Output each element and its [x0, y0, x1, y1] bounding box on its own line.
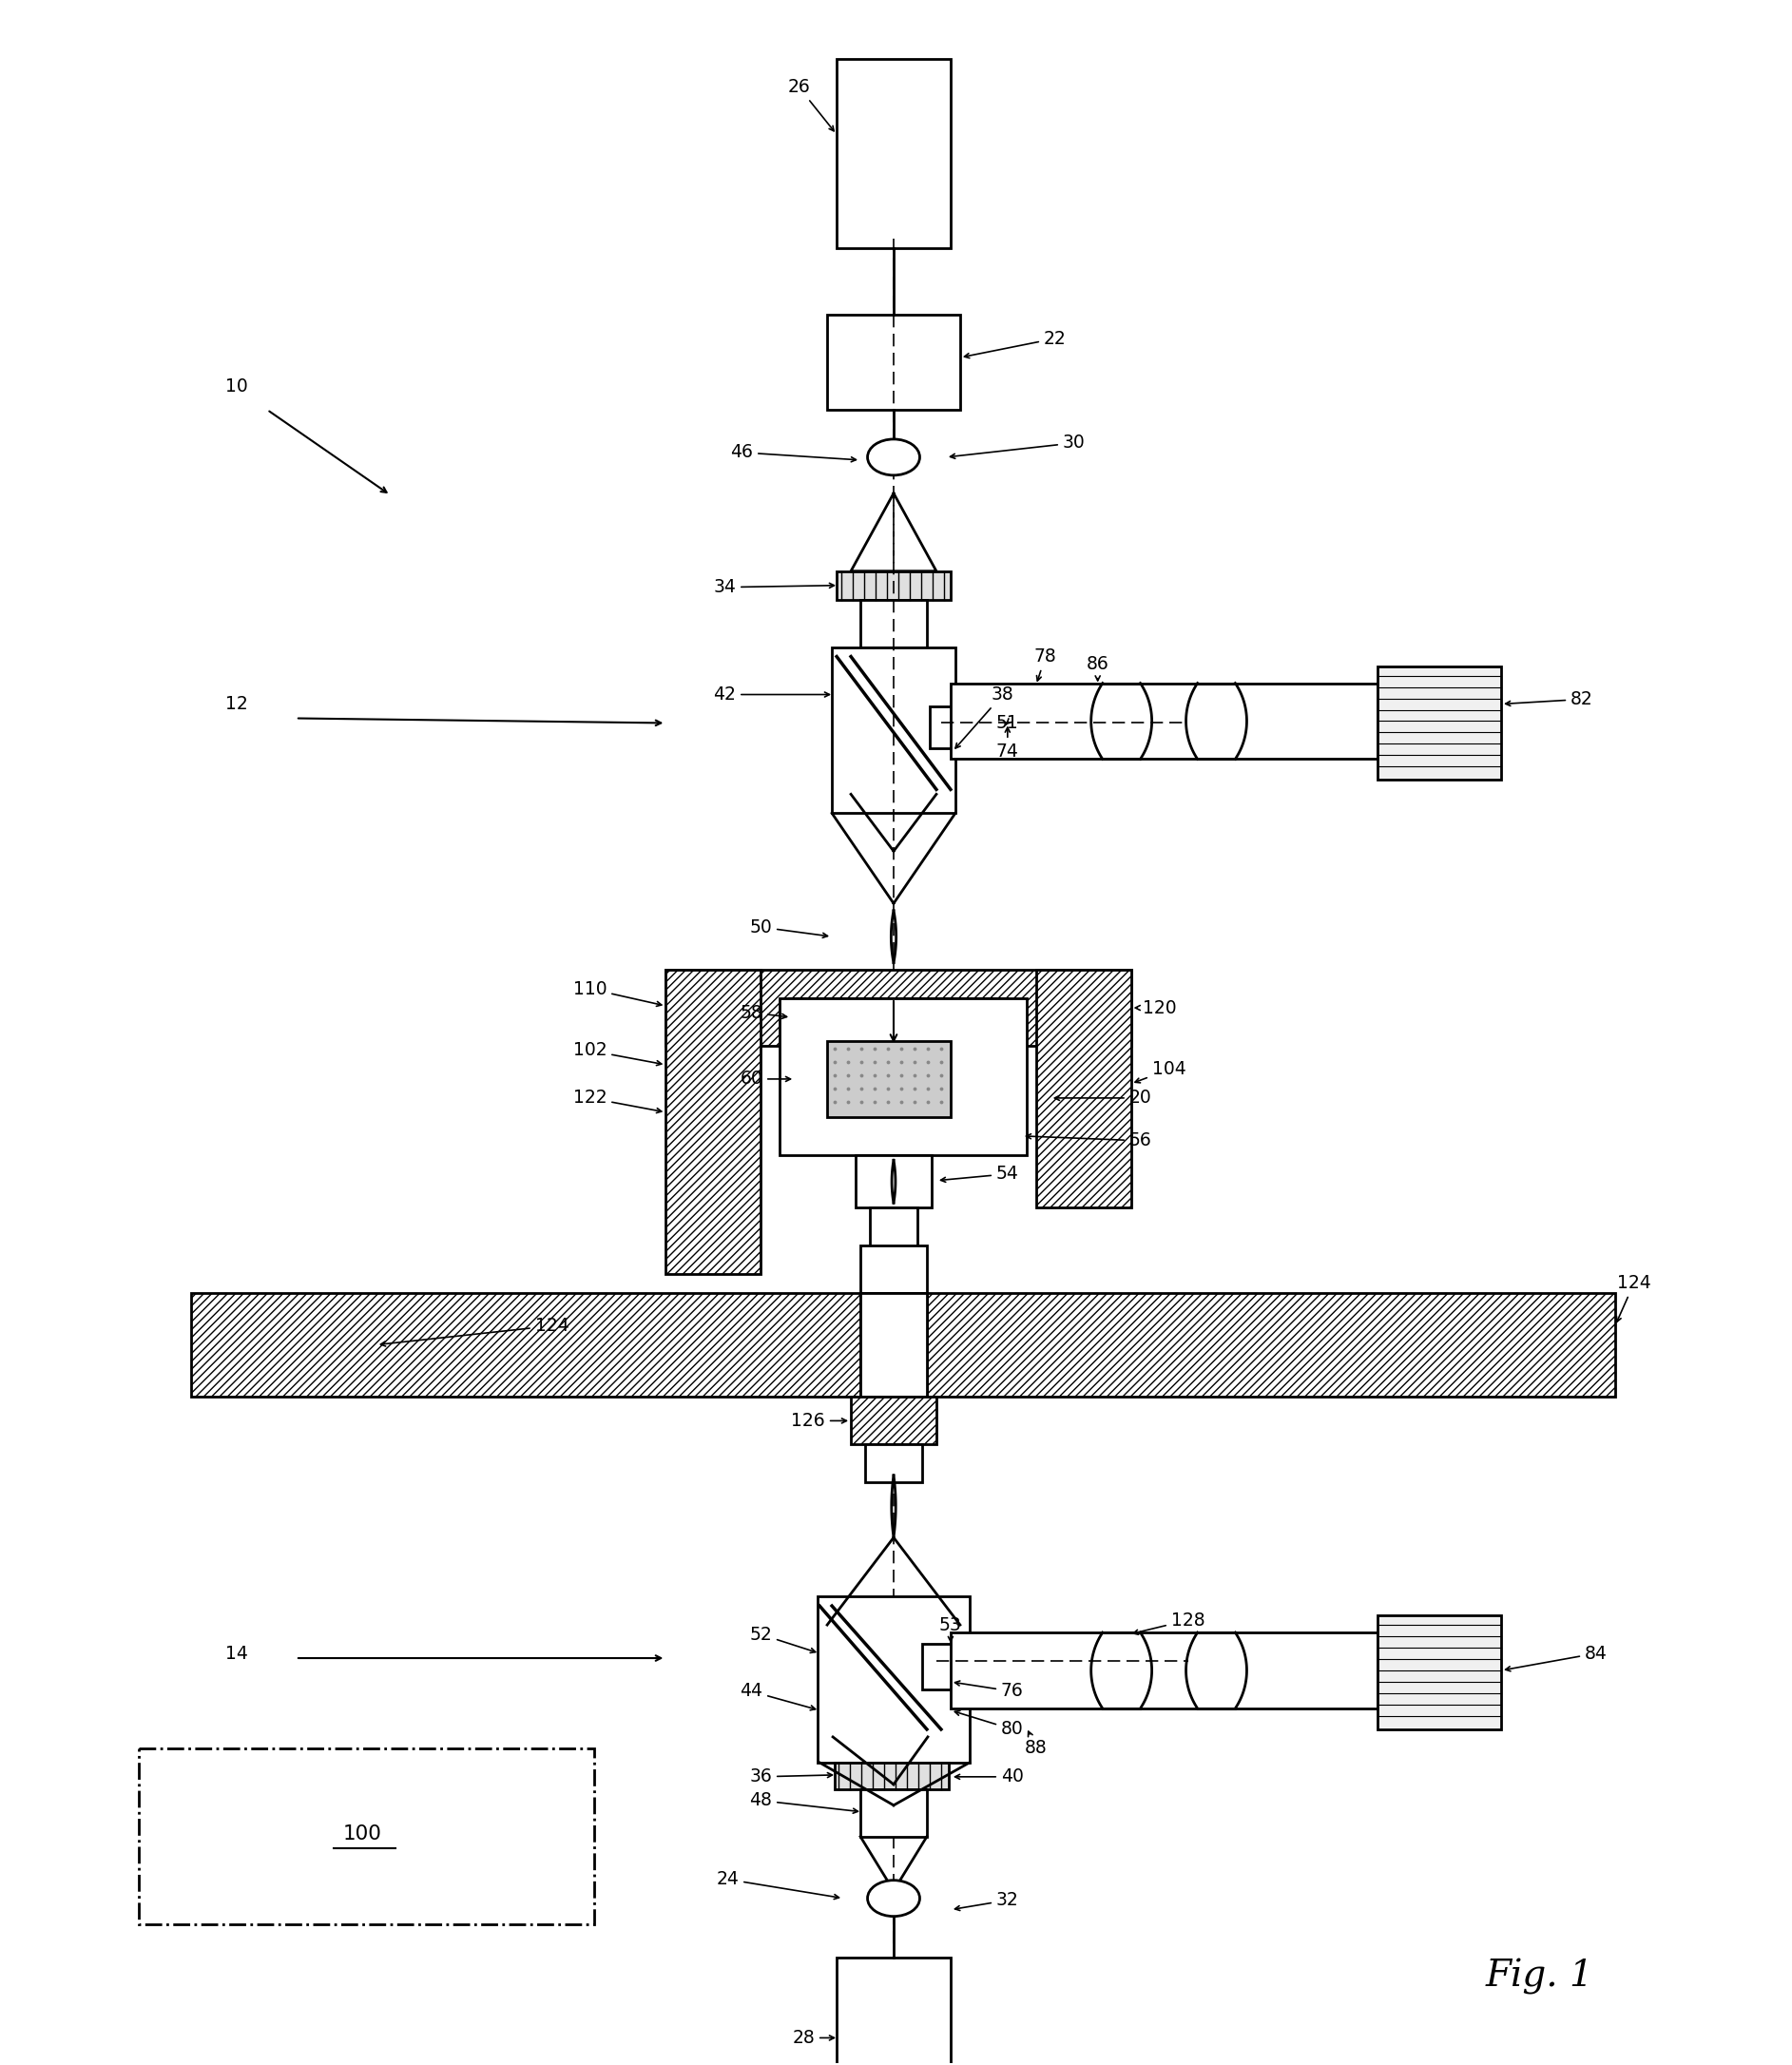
- Text: 51: 51: [996, 714, 1020, 733]
- Text: 74: 74: [996, 727, 1020, 760]
- Bar: [780, 997, 1027, 1154]
- Bar: [837, 58, 950, 248]
- Text: 48: 48: [749, 1792, 858, 1813]
- Bar: [837, 1958, 950, 2065]
- Bar: [930, 706, 1005, 750]
- Text: 28: 28: [792, 2028, 833, 2046]
- Text: 30: 30: [950, 434, 1086, 458]
- Bar: [140, 1749, 595, 1925]
- Bar: [869, 1208, 918, 1264]
- Ellipse shape: [867, 440, 919, 475]
- Text: 126: 126: [792, 1412, 846, 1429]
- Bar: [860, 1788, 926, 1836]
- Bar: [192, 1293, 1615, 1398]
- Bar: [860, 1293, 926, 1398]
- Bar: [866, 1446, 923, 1483]
- Bar: [1036, 971, 1131, 1208]
- Text: 76: 76: [955, 1681, 1023, 1699]
- Bar: [796, 1041, 849, 1117]
- Text: 84: 84: [1505, 1644, 1607, 1671]
- Bar: [788, 1117, 1007, 1150]
- Text: 53: 53: [939, 1615, 962, 1642]
- Text: 88: 88: [1025, 1730, 1047, 1757]
- Text: 24: 24: [717, 1871, 839, 1900]
- Bar: [1378, 1615, 1502, 1728]
- Text: 44: 44: [740, 1683, 815, 1710]
- Bar: [837, 572, 950, 599]
- Bar: [950, 1041, 1004, 1117]
- Text: 32: 32: [955, 1892, 1020, 1910]
- Bar: [860, 1293, 926, 1398]
- Bar: [828, 1041, 950, 1117]
- Text: 52: 52: [749, 1625, 815, 1652]
- Text: 42: 42: [713, 686, 830, 704]
- Text: 86: 86: [1086, 655, 1109, 681]
- Text: 26: 26: [787, 78, 833, 130]
- Bar: [855, 1154, 932, 1208]
- Bar: [860, 1245, 926, 1293]
- Text: 14: 14: [226, 1644, 247, 1662]
- Text: 58: 58: [740, 1004, 787, 1022]
- Text: 10: 10: [226, 378, 247, 394]
- Text: 56: 56: [1027, 1132, 1152, 1150]
- Bar: [1378, 667, 1502, 781]
- Text: 36: 36: [749, 1768, 831, 1786]
- Bar: [817, 1596, 969, 1764]
- Bar: [835, 1764, 948, 1788]
- Text: 104: 104: [1134, 1061, 1186, 1082]
- Bar: [831, 646, 955, 814]
- Text: 40: 40: [955, 1768, 1023, 1786]
- Text: 122: 122: [573, 1088, 661, 1113]
- Text: 128: 128: [1133, 1611, 1204, 1635]
- Bar: [950, 1633, 1378, 1708]
- Bar: [860, 599, 926, 646]
- Ellipse shape: [867, 1881, 919, 1916]
- Bar: [950, 684, 1378, 760]
- Bar: [788, 997, 1007, 1041]
- Bar: [667, 971, 1131, 1045]
- Bar: [923, 1644, 1004, 1689]
- Text: 22: 22: [964, 330, 1066, 357]
- Text: 20: 20: [1055, 1088, 1152, 1107]
- Text: 50: 50: [749, 919, 828, 938]
- Text: 124: 124: [1616, 1274, 1650, 1322]
- Text: 82: 82: [1505, 690, 1593, 708]
- Text: 78: 78: [1034, 648, 1057, 681]
- Text: 102: 102: [573, 1041, 661, 1066]
- Text: 54: 54: [941, 1165, 1020, 1183]
- Text: Fig. 1: Fig. 1: [1486, 1958, 1593, 1995]
- Bar: [851, 1398, 937, 1446]
- Bar: [667, 971, 762, 1274]
- Text: 60: 60: [740, 1070, 790, 1088]
- Text: 120: 120: [1136, 999, 1176, 1016]
- Text: 46: 46: [731, 444, 857, 463]
- Bar: [828, 314, 961, 409]
- Text: 100: 100: [342, 1823, 382, 1844]
- Text: 80: 80: [955, 1710, 1023, 1739]
- Text: 12: 12: [226, 696, 247, 712]
- Text: 34: 34: [713, 578, 833, 597]
- Text: 38: 38: [955, 686, 1014, 748]
- Text: 124: 124: [380, 1317, 568, 1346]
- Text: 110: 110: [573, 979, 661, 1006]
